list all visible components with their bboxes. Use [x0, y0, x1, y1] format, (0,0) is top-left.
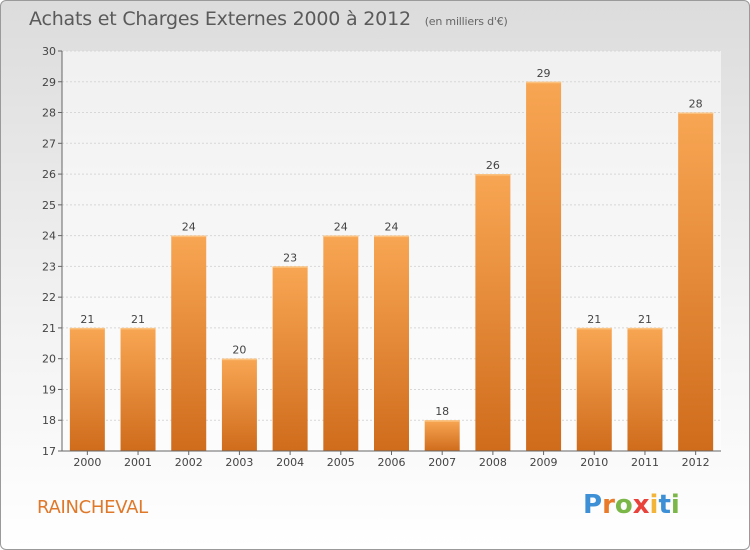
data-label: 21 [131, 313, 145, 326]
y-tick-label: 26 [42, 168, 56, 181]
data-label: 21 [587, 313, 601, 326]
bar [424, 420, 460, 451]
y-tick-label: 24 [42, 230, 56, 243]
data-label: 21 [80, 313, 94, 326]
bar [323, 235, 359, 451]
bar-highlight [576, 327, 612, 330]
bar-highlight [69, 327, 105, 330]
bar-highlight [374, 235, 409, 238]
x-tick-label: 2005 [327, 456, 355, 469]
bar [576, 327, 612, 451]
bar-highlight [221, 358, 257, 361]
x-tick-label: 2008 [479, 456, 507, 469]
bar-highlight [475, 174, 511, 176]
y-tick-label: 25 [42, 199, 56, 212]
data-label: 24 [385, 221, 399, 234]
chart-title: Achats et Charges Externes 2000 à 2012 (… [29, 8, 508, 30]
logo-letter: P [583, 490, 603, 520]
x-tick-label: 2004 [276, 456, 304, 469]
bar [221, 358, 257, 451]
data-label: 23 [283, 251, 297, 264]
bar [171, 235, 207, 451]
x-tick-label: 2007 [428, 456, 456, 469]
x-tick-label: 2001 [124, 456, 152, 469]
logo-letter: o [614, 490, 633, 520]
bar [272, 266, 308, 451]
y-tick-label: 28 [42, 107, 56, 120]
bar-highlight [627, 327, 663, 330]
bar [475, 174, 511, 452]
bar [678, 112, 714, 452]
chart-title-text: Achats et Charges Externes 2000 à 2012 [29, 8, 411, 30]
x-tick-label: 2012 [682, 456, 710, 469]
x-tick-label: 2011 [631, 456, 659, 469]
bar-highlight [272, 266, 308, 268]
y-tick-label: 21 [42, 322, 56, 335]
x-tick-label: 2003 [225, 456, 253, 469]
bar [526, 81, 562, 452]
proxiti-logo: Proxiti [583, 490, 680, 520]
bar-highlight [526, 81, 562, 84]
place-name: RAINCHEVAL [37, 497, 148, 518]
data-label: 20 [232, 344, 246, 357]
data-label: 26 [486, 159, 500, 172]
data-label: 21 [638, 313, 652, 326]
bar-highlight [678, 112, 714, 115]
logo-letter: x [632, 490, 650, 520]
y-tick-label: 20 [42, 353, 56, 366]
bar-highlight [120, 327, 156, 330]
chart-unit-label: (en milliers d'€) [424, 15, 508, 28]
bar [374, 235, 409, 451]
logo-letter: i [649, 490, 659, 520]
bar-highlight [171, 235, 207, 238]
data-label: 24 [334, 221, 348, 234]
logo-letter: i [670, 490, 680, 520]
y-tick-label: 17 [42, 445, 56, 458]
y-tick-label: 27 [42, 137, 56, 150]
data-label: 24 [182, 221, 196, 234]
y-tick-label: 19 [42, 383, 56, 396]
data-label: 18 [435, 405, 449, 418]
y-tick-label: 29 [42, 76, 56, 89]
logo-letter: t [658, 490, 671, 520]
x-tick-label: 2010 [580, 456, 608, 469]
y-tick-label: 30 [42, 45, 56, 58]
bar [69, 327, 105, 451]
y-tick-label: 22 [42, 291, 56, 304]
bar-highlight [323, 235, 359, 238]
y-tick-label: 23 [42, 260, 56, 273]
data-label: 29 [537, 67, 551, 80]
x-tick-label: 2002 [175, 456, 203, 469]
bar [627, 327, 663, 451]
x-tick-label: 2009 [530, 456, 558, 469]
logo-letter: r [602, 490, 615, 520]
bar-highlight [424, 420, 460, 422]
y-tick-label: 18 [42, 414, 56, 427]
bar [120, 327, 156, 451]
data-label: 28 [689, 98, 703, 111]
x-tick-label: 2000 [73, 456, 101, 469]
x-tick-label: 2006 [378, 456, 406, 469]
